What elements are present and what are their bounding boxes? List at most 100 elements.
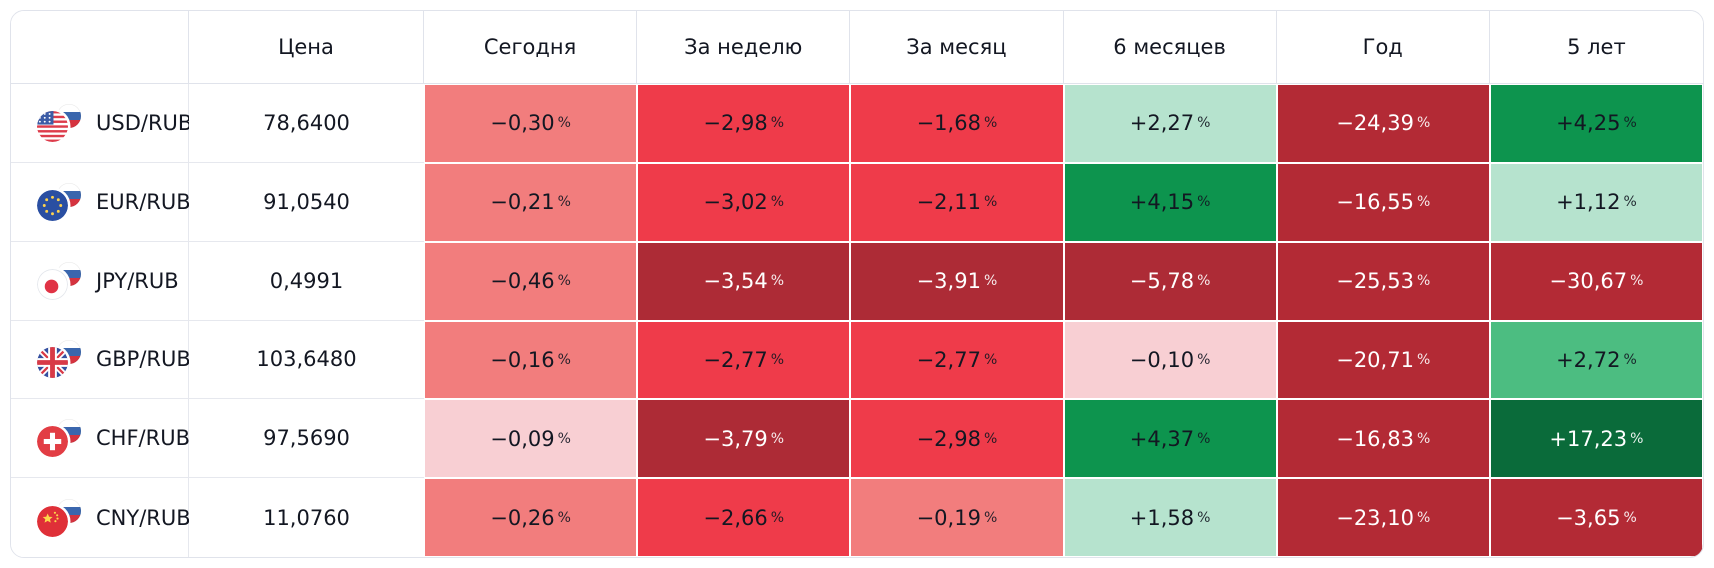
percent-sign: % bbox=[557, 351, 571, 368]
change-cell-month: −2,77% bbox=[850, 320, 1064, 400]
percent-sign: % bbox=[1197, 509, 1211, 526]
change-value: −16,55 bbox=[1336, 190, 1414, 215]
pair-label: EUR/RUB bbox=[96, 189, 191, 214]
cn-flag-icon bbox=[37, 505, 68, 537]
change-cell-week: −2,77% bbox=[637, 320, 851, 400]
change-cell-5years: +1,12% bbox=[1489, 162, 1703, 242]
change-value: −24,39 bbox=[1336, 111, 1414, 136]
price-cell: 11,0760 bbox=[189, 478, 424, 557]
percent-sign: % bbox=[1416, 351, 1431, 368]
change-cell-5years: +2,72% bbox=[1489, 320, 1703, 400]
percent-sign: % bbox=[770, 509, 785, 526]
change-cell-today: −0,16% bbox=[424, 320, 638, 400]
percent-sign: % bbox=[1416, 273, 1431, 290]
change-value: −30,67 bbox=[1549, 269, 1628, 294]
chf-rub-flag-icon bbox=[37, 419, 81, 458]
percent-sign: % bbox=[1197, 194, 1211, 211]
change-cell-year: −24,39% bbox=[1276, 84, 1490, 163]
change-value: −3,02 bbox=[703, 190, 768, 215]
change-cell-today: −0,21% bbox=[424, 162, 638, 242]
change-value: −0,30 bbox=[490, 111, 555, 136]
percent-sign: % bbox=[1416, 430, 1431, 447]
percent-sign: % bbox=[983, 115, 998, 132]
change-value: +2,72 bbox=[1556, 347, 1621, 372]
percent-sign: % bbox=[983, 430, 998, 447]
change-cell-month: −3,91% bbox=[850, 241, 1064, 321]
pair-label: JPY/RUB bbox=[96, 268, 179, 293]
pair-cell-chf-rub[interactable]: CHF/RUB bbox=[11, 399, 190, 479]
pair-cell-usd-rub[interactable]: USD/RUB bbox=[11, 84, 193, 163]
change-cell-week: −2,66% bbox=[637, 478, 851, 557]
change-cell-today: −0,30% bbox=[424, 84, 638, 163]
gbp-rub-flag-icon bbox=[37, 340, 81, 379]
change-cell-week: −3,54% bbox=[637, 241, 851, 321]
change-value: −0,16 bbox=[490, 347, 555, 372]
change-cell-month: −2,11% bbox=[850, 162, 1064, 242]
change-value: −0,19 bbox=[916, 505, 981, 530]
us-flag-icon bbox=[37, 110, 68, 142]
percent-sign: % bbox=[1416, 115, 1431, 132]
change-cell-5years: −3,65% bbox=[1489, 478, 1703, 557]
pair-cell-jpy-rub[interactable]: JPY/RUB bbox=[11, 241, 189, 321]
pair-label: CNY/RUB bbox=[96, 505, 191, 530]
change-value: −2,98 bbox=[703, 111, 768, 136]
percent-sign: % bbox=[1197, 115, 1211, 132]
percent-sign: % bbox=[1623, 351, 1637, 368]
change-cell-year: −23,10% bbox=[1276, 478, 1490, 557]
header-symbol bbox=[11, 11, 189, 84]
price-cell: 97,5690 bbox=[189, 399, 424, 479]
percent-sign: % bbox=[983, 194, 998, 211]
usd-rub-flag-icon bbox=[37, 103, 81, 142]
change-value: +1,58 bbox=[1129, 505, 1195, 530]
change-cell-today: −0,46% bbox=[424, 241, 638, 321]
header-week: За неделю bbox=[637, 11, 851, 84]
change-value: −3,65 bbox=[1556, 505, 1621, 530]
change-cell-year: −25,53% bbox=[1276, 241, 1490, 321]
change-value: +4,37 bbox=[1129, 426, 1195, 451]
forex-performance-table: Цена Сегодня За неделю За месяц 6 месяце… bbox=[10, 10, 1704, 558]
percent-sign: % bbox=[1623, 509, 1637, 526]
change-value: −1,68 bbox=[916, 111, 981, 136]
change-value: −23,10 bbox=[1336, 505, 1414, 530]
change-cell-week: −3,02% bbox=[637, 162, 851, 242]
eu-flag-icon bbox=[37, 189, 68, 221]
jpy-rub-flag-icon bbox=[37, 261, 81, 300]
price-cell: 103,6480 bbox=[189, 320, 424, 400]
change-value: −0,26 bbox=[490, 505, 555, 530]
change-value: −3,54 bbox=[703, 269, 768, 294]
change-value: −0,46 bbox=[490, 269, 555, 294]
percent-sign: % bbox=[1630, 273, 1644, 290]
change-cell-month: −0,19% bbox=[850, 478, 1064, 557]
percent-sign: % bbox=[557, 273, 571, 290]
percent-sign: % bbox=[1630, 430, 1644, 447]
ch-flag-icon bbox=[37, 426, 68, 458]
price-cell: 78,6400 bbox=[189, 84, 424, 163]
change-value: −2,66 bbox=[703, 505, 768, 530]
change-value: −2,98 bbox=[916, 426, 981, 451]
pair-cell-gbp-rub[interactable]: GBP/RUB bbox=[11, 320, 191, 400]
pair-cell-eur-rub[interactable]: EUR/RUB bbox=[11, 162, 191, 242]
percent-sign: % bbox=[557, 509, 571, 526]
percent-sign: % bbox=[557, 430, 571, 447]
change-value: −0,09 bbox=[490, 426, 555, 451]
change-cell-5years: +17,23% bbox=[1489, 399, 1703, 479]
percent-sign: % bbox=[1197, 273, 1211, 290]
change-cell-6months: +1,58% bbox=[1063, 478, 1277, 557]
change-value: −25,53 bbox=[1336, 269, 1414, 294]
change-value: −0,10 bbox=[1129, 347, 1195, 372]
cny-rub-flag-icon bbox=[37, 498, 81, 537]
eur-rub-flag-icon bbox=[37, 182, 81, 221]
pair-label: USD/RUB bbox=[96, 110, 193, 135]
percent-sign: % bbox=[1623, 194, 1637, 211]
percent-sign: % bbox=[983, 273, 998, 290]
change-value: −16,83 bbox=[1336, 426, 1414, 451]
change-cell-6months: +2,27% bbox=[1063, 84, 1277, 163]
pair-cell-cny-rub[interactable]: CNY/RUB bbox=[11, 478, 191, 557]
change-cell-5years: +4,25% bbox=[1489, 84, 1703, 163]
change-cell-6months: −0,10% bbox=[1063, 320, 1277, 400]
change-value: −20,71 bbox=[1336, 347, 1414, 372]
header-6months: 6 месяцев bbox=[1063, 11, 1277, 84]
change-cell-year: −16,55% bbox=[1276, 162, 1490, 242]
change-value: −2,77 bbox=[916, 347, 981, 372]
header-month: За месяц bbox=[850, 11, 1064, 84]
